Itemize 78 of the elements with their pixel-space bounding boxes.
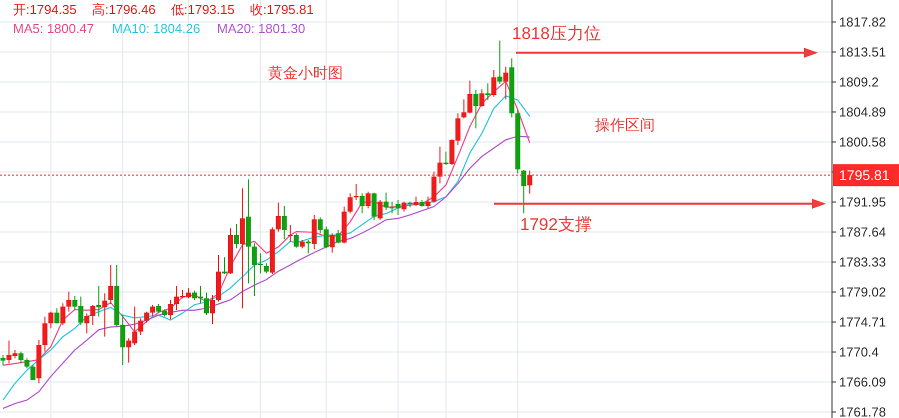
candlestick (425, 196, 430, 209)
candlestick (18, 351, 24, 364)
y-tick-label: 1766.09 (839, 374, 886, 390)
candlestick (276, 202, 281, 232)
y-tick-label: 1804.89 (839, 104, 886, 120)
candlestick (108, 264, 114, 304)
candlestick (144, 311, 150, 324)
candlestick (461, 98, 466, 119)
candlestick (384, 192, 389, 210)
candlestick (402, 201, 407, 212)
y-tick-label: 1770.4 (839, 344, 879, 360)
candlestick (330, 232, 335, 254)
candlestick (360, 192, 365, 214)
annotation: 高:1796.46 (92, 2, 156, 17)
annotation: MA20: 1801.30 (217, 21, 306, 36)
annotation: 低:1793.15 (171, 2, 235, 17)
candlestick (84, 312, 90, 334)
ref-line-label: 1792支撑 (520, 214, 592, 234)
y-tick-label: 1779.02 (839, 284, 886, 300)
candlestick (497, 40, 502, 85)
y-tick-label: 1791.95 (839, 194, 886, 210)
candlestick (90, 304, 96, 326)
candlestick (467, 80, 472, 114)
candlestick (372, 192, 377, 220)
candlestick (282, 206, 287, 240)
annotation: MA5: 1800.47 (13, 21, 94, 36)
candlestick (120, 314, 126, 366)
candlestick (473, 89, 478, 129)
candlestick (222, 256, 227, 275)
candlestick (42, 316, 48, 352)
candlestick (102, 292, 108, 338)
y-tick-label: 1813.51 (839, 44, 886, 60)
candlestick (150, 304, 156, 316)
candlestick (366, 191, 371, 209)
candlestick (30, 364, 36, 380)
candlestick (414, 196, 418, 207)
candlestick (60, 302, 66, 326)
y-tick-label: 1774.71 (839, 314, 886, 330)
y-tick-label: 1800.58 (839, 134, 886, 150)
candlestick (521, 169, 526, 214)
candlestick (485, 82, 490, 101)
candlestick (288, 224, 293, 242)
annotation: MA10: 1804.26 (112, 21, 200, 36)
candlestick (443, 151, 448, 166)
candlestick (294, 232, 299, 248)
candlestick (48, 311, 54, 329)
candlestick (54, 308, 60, 324)
candlestick (96, 285, 102, 318)
annotation: 黄金小时图 (268, 65, 343, 82)
y-tick-label: 1817.82 (839, 14, 886, 30)
candlestick (306, 239, 311, 254)
candlestick (234, 223, 239, 249)
candlestick (336, 229, 341, 244)
annotation: 开:1794.35 (13, 2, 77, 17)
y-tick-label: 1761.78 (839, 404, 886, 418)
candlestick (348, 192, 353, 214)
y-tick-label: 1809.2 (839, 74, 879, 90)
annotation: 收:1795.81 (250, 2, 314, 17)
candlestick (210, 294, 215, 324)
candlestick (0, 354, 6, 366)
candlestick (264, 262, 269, 274)
candlestick (479, 88, 484, 108)
candlestick (491, 70, 496, 98)
candlestick (503, 66, 508, 100)
candlestick (66, 291, 72, 312)
ref-line-label: 1795.81 (839, 167, 890, 184)
candlestick (378, 199, 383, 220)
ref-line-label: 1818压力位 (512, 24, 601, 43)
y-tick-label: 1783.33 (839, 254, 886, 270)
candlestick (204, 292, 210, 316)
candlestick (527, 170, 532, 194)
annotation: 操作区间 (595, 117, 655, 134)
candlestick (138, 318, 144, 336)
candlestick (354, 183, 359, 200)
candlestick (168, 299, 174, 320)
candlestick (24, 358, 30, 369)
candlestick (437, 146, 442, 184)
y-tick-label: 1787.64 (839, 224, 886, 240)
